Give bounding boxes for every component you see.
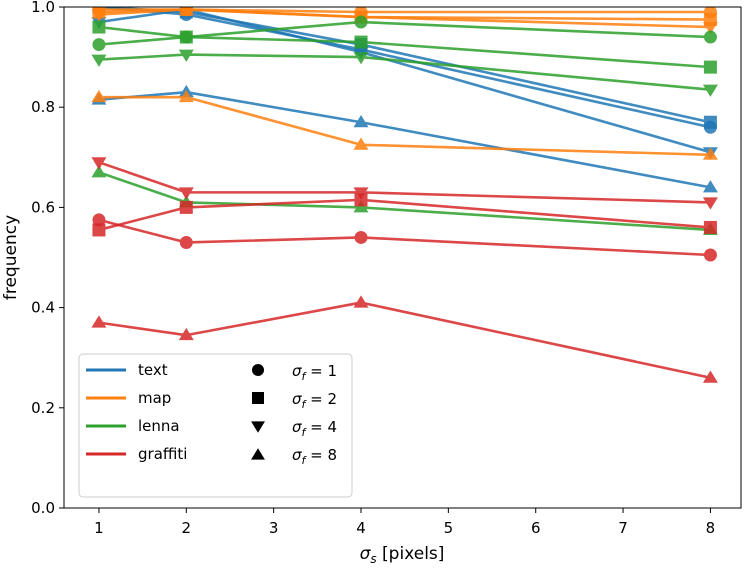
legend-label: σf = 2	[292, 390, 337, 411]
legend-label: text	[138, 361, 168, 379]
data-point	[703, 220, 717, 234]
series-text-circle	[92, 7, 717, 134]
data-point	[178, 49, 194, 62]
data-point	[353, 187, 369, 200]
data-point	[179, 235, 193, 249]
axes-layer: 1 2 3 4 5 6 7 8 0.0 0.2 0.4 0.6 0.8 1.0	[31, 0, 715, 537]
legend-label: σf = 8	[292, 446, 337, 467]
data-point	[178, 89, 194, 103]
legend-item-sf-8: σf = 8	[251, 446, 337, 467]
data-point	[178, 187, 194, 200]
legend-item-lenna: lenna	[86, 417, 180, 435]
legend-frame	[78, 353, 353, 498]
series-lenna-square	[92, 20, 717, 74]
legend-item-map: map	[86, 389, 171, 407]
data-point	[703, 60, 717, 74]
data-point	[703, 115, 717, 129]
y-axis-label: frequency	[1, 215, 21, 300]
data-point	[354, 15, 368, 29]
data-point	[702, 370, 718, 383]
x-tick-label: 4	[356, 519, 366, 537]
data-point	[702, 197, 718, 210]
x-tick-label: 1	[94, 519, 104, 537]
data-point	[702, 147, 718, 160]
plot-frame	[63, 6, 742, 509]
x-tick-label: 5	[444, 519, 454, 537]
data-point	[91, 165, 107, 178]
data-point	[91, 54, 107, 67]
legend-marker	[252, 364, 264, 376]
series-line	[98, 161, 711, 204]
data-point	[702, 180, 718, 193]
x-tick-label: 3	[269, 519, 279, 537]
x-tick-label: 2	[182, 519, 192, 537]
data-point	[179, 200, 193, 214]
data-point	[354, 35, 368, 49]
data-point	[178, 327, 194, 341]
y-tick-label: 0.0	[31, 499, 55, 517]
data-point	[180, 7, 193, 17]
data-point	[353, 52, 369, 65]
data-point	[353, 137, 369, 150]
legend-item-sf-4: σf = 4	[251, 418, 337, 439]
series-graffiti-circle	[92, 213, 717, 262]
series-layer	[91, 7, 718, 383]
data-point	[353, 200, 369, 213]
data-point	[91, 157, 107, 170]
series-line	[98, 301, 711, 380]
y-tick-label: 1.0	[31, 0, 55, 16]
legend-marker	[251, 448, 265, 460]
series-line	[98, 218, 711, 257]
data-point	[702, 84, 718, 97]
x-axis-label: σs [pixels]	[360, 544, 445, 566]
data-point	[353, 114, 369, 128]
series-graffiti-triangle-up	[91, 295, 718, 383]
legend-item-graffiti: graffiti	[86, 445, 187, 463]
legend: text map lenna graffiti σf = 1 σf = 2 σf = 4 σf…	[78, 353, 353, 498]
legend-label: σf = 4	[292, 418, 337, 439]
series-line	[98, 8, 711, 29]
data-point	[703, 248, 717, 262]
data-point	[92, 20, 106, 34]
data-point	[703, 30, 717, 44]
y-tick-label: 0.4	[31, 299, 55, 317]
data-point	[91, 315, 107, 328]
data-point	[91, 9, 107, 22]
data-point	[91, 89, 107, 103]
series-map-triangle-up	[91, 89, 718, 160]
series-line	[98, 95, 711, 157]
legend-item-sf-2: σf = 2	[252, 390, 337, 411]
y-tick-label: 0.6	[31, 198, 55, 216]
series-graffiti-square	[92, 193, 717, 237]
data-point	[92, 38, 106, 52]
legend-marker	[252, 392, 264, 404]
data-point	[354, 230, 368, 244]
series-line	[98, 53, 711, 91]
series-line	[98, 25, 711, 69]
x-tick-label: 7	[618, 519, 628, 537]
x-tick-label: 8	[706, 519, 716, 537]
series-graffiti-triangle-down	[91, 157, 718, 210]
y-tick-label: 0.2	[31, 399, 55, 417]
legend-label: lenna	[138, 417, 180, 435]
data-point	[353, 295, 369, 308]
legend-label: σf = 1	[292, 362, 337, 383]
legend-marker	[251, 421, 265, 433]
legend-item-sf-1: σf = 1	[252, 362, 337, 383]
series-lenna-triangle-down	[91, 49, 718, 97]
legend-label: map	[138, 389, 171, 407]
x-tick-label: 6	[531, 519, 541, 537]
legend-label: graffiti	[138, 445, 187, 463]
y-tick-label: 0.8	[31, 98, 55, 116]
legend-item-text: text	[86, 361, 168, 379]
series-line	[98, 198, 711, 232]
data-point	[92, 223, 106, 237]
data-point	[702, 22, 718, 35]
data-point	[179, 30, 193, 44]
series-line	[98, 20, 711, 46]
